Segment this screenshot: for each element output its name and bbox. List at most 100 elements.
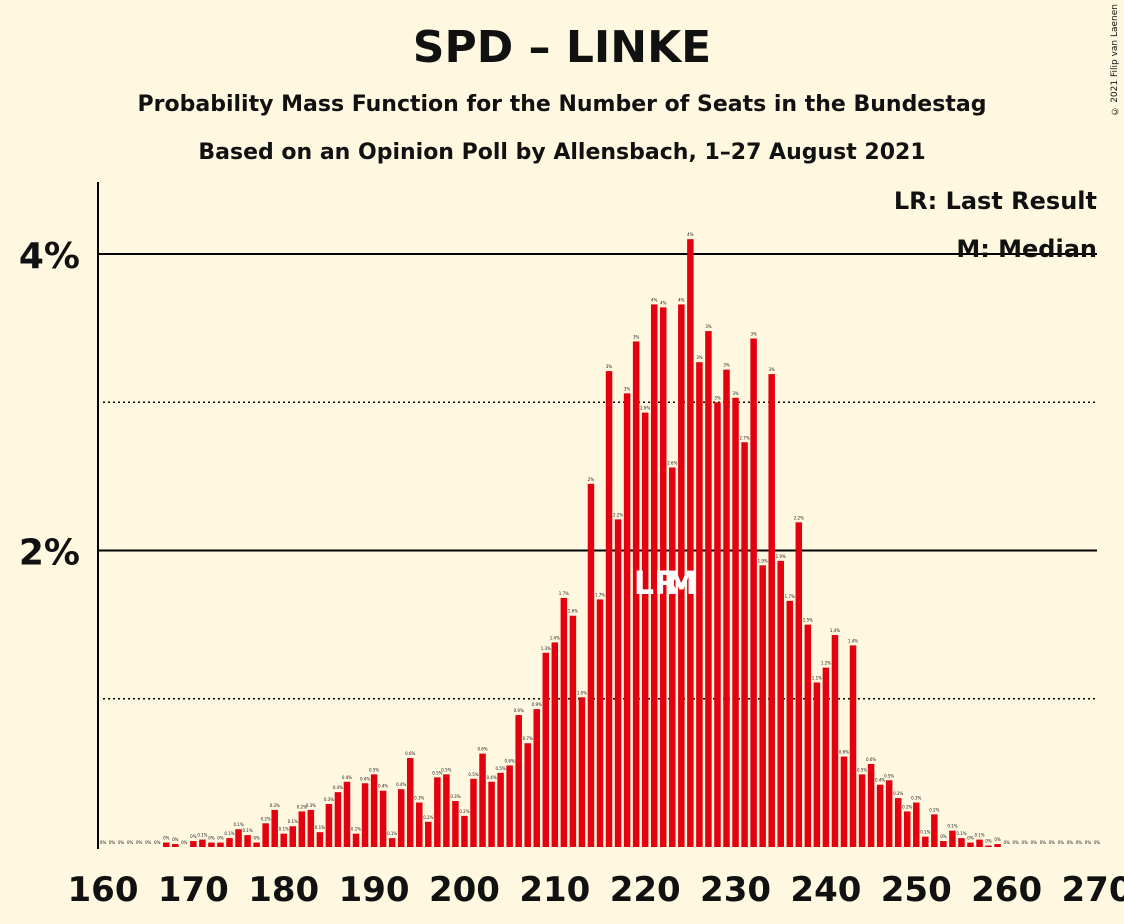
bar-value-label: 0.4% <box>486 775 496 780</box>
axes: 160 170 180 190 200 210 220 230 240 250 260 270 <box>68 182 1124 910</box>
bar <box>163 842 170 847</box>
bar-value-label: 0% <box>1049 840 1056 845</box>
bar-value-label: 0.5% <box>369 767 379 772</box>
bar-value-label: 0% <box>1058 840 1065 845</box>
bar-value-label: 0.2% <box>297 804 307 809</box>
bar-value-label: 0.9% <box>532 702 542 707</box>
bar <box>488 781 495 847</box>
bar-value-label: 1.4% <box>830 628 840 633</box>
bar-value-label: 1.9% <box>758 558 768 563</box>
bar <box>813 682 821 847</box>
bar <box>786 600 794 847</box>
bar <box>524 743 531 847</box>
bar-value-label: 3% <box>769 367 776 372</box>
bar-value-label: 0% <box>217 836 224 841</box>
bar-value-label: 1.7% <box>595 592 605 597</box>
bar-value-label: 0.6% <box>866 757 876 762</box>
bar-value-label: 0% <box>985 839 992 844</box>
x-tick-label: 270 <box>1062 870 1124 910</box>
bar <box>406 758 414 847</box>
bar-value-label: 0% <box>100 840 107 845</box>
bar <box>605 371 613 847</box>
bar <box>976 839 983 847</box>
bar <box>325 804 333 847</box>
bar <box>696 362 703 847</box>
y-tick-label: 4% <box>19 236 80 277</box>
bar-value-label: 0% <box>1094 840 1101 845</box>
bar-value-label: 0.6% <box>405 751 415 756</box>
bar-value-label: 3% <box>624 386 631 391</box>
bar-value-label: 3% <box>723 363 730 368</box>
bar <box>867 763 875 847</box>
bar <box>397 789 405 847</box>
x-tick-label: 220 <box>610 870 681 910</box>
bar-value-label: 0.2% <box>423 815 433 820</box>
x-tick-label: 200 <box>429 870 500 910</box>
bar-value-label: 0.3% <box>911 796 921 801</box>
bar-value-label: 0.4% <box>360 776 370 781</box>
bar <box>913 802 920 847</box>
bar-value-label: 3% <box>732 391 739 396</box>
bar <box>669 467 676 847</box>
bar <box>678 304 685 847</box>
bar-value-label: 0% <box>154 840 161 845</box>
bar-value-label: 2.6% <box>667 460 677 465</box>
bar-value-label: 0.4% <box>396 782 406 787</box>
bar-value-label: 0.1% <box>288 819 298 824</box>
bar-value-label: 0.1% <box>233 822 243 827</box>
last-result-marker: LR <box>634 564 679 602</box>
bar <box>370 774 378 847</box>
bar-value-label: 3% <box>714 395 721 400</box>
gridlines: 2% 4% <box>19 236 1097 700</box>
bar <box>777 560 784 847</box>
bar <box>687 239 694 848</box>
bar-value-label: 0% <box>940 834 947 839</box>
bar-value-label: 4% <box>678 297 685 302</box>
bar-value-label: 0.1% <box>956 831 966 836</box>
bar <box>714 402 721 847</box>
bar-value-label: 3% <box>696 355 703 360</box>
bar-value-label: 0.6% <box>477 747 487 752</box>
bar <box>416 802 423 847</box>
bar-value-label: 1.2% <box>821 661 831 666</box>
bar <box>226 838 233 847</box>
bar-value-label: 1.3% <box>541 646 551 651</box>
bar-value-label: 0% <box>109 840 116 845</box>
bar <box>425 821 432 847</box>
bar-value-label: 0.6% <box>505 758 515 763</box>
bar <box>876 784 884 847</box>
bar <box>840 756 848 847</box>
bar-value-label: 0.5% <box>884 773 894 778</box>
bar <box>542 652 550 847</box>
bar <box>741 442 748 847</box>
bar-value-label: 0.1% <box>947 824 957 829</box>
bar-value-label: 0% <box>1022 840 1029 845</box>
bar <box>723 369 730 847</box>
bar-value-label: 0% <box>145 840 152 845</box>
bar-value-label: 0.7% <box>523 736 533 741</box>
bar <box>705 331 712 848</box>
bar <box>551 642 559 847</box>
bar <box>307 809 315 847</box>
bar-value-label: 1.5% <box>803 618 813 623</box>
x-tick-label: 170 <box>158 870 229 910</box>
bar <box>262 823 269 847</box>
bar-value-label: 0.5% <box>432 770 442 775</box>
bar <box>949 830 956 847</box>
bar-value-label: 1.7% <box>559 591 569 596</box>
bar <box>461 815 468 847</box>
bar <box>795 522 803 847</box>
bar <box>623 393 631 847</box>
bar-value-label: 0% <box>1067 840 1074 845</box>
bar <box>578 697 586 847</box>
legend-median: M: Median <box>956 235 1097 263</box>
bar-value-label: 0.1% <box>242 828 252 833</box>
bar-value-label: 0.4% <box>875 778 885 783</box>
bar-value-label: 0% <box>118 840 125 845</box>
bar-value-label: 4% <box>651 297 658 302</box>
bar-value-label: 0.1% <box>387 831 397 836</box>
bar <box>352 833 360 847</box>
bar-value-label: 0.4% <box>378 784 388 789</box>
bar <box>994 844 1001 847</box>
bar-value-label: 0% <box>172 837 179 842</box>
